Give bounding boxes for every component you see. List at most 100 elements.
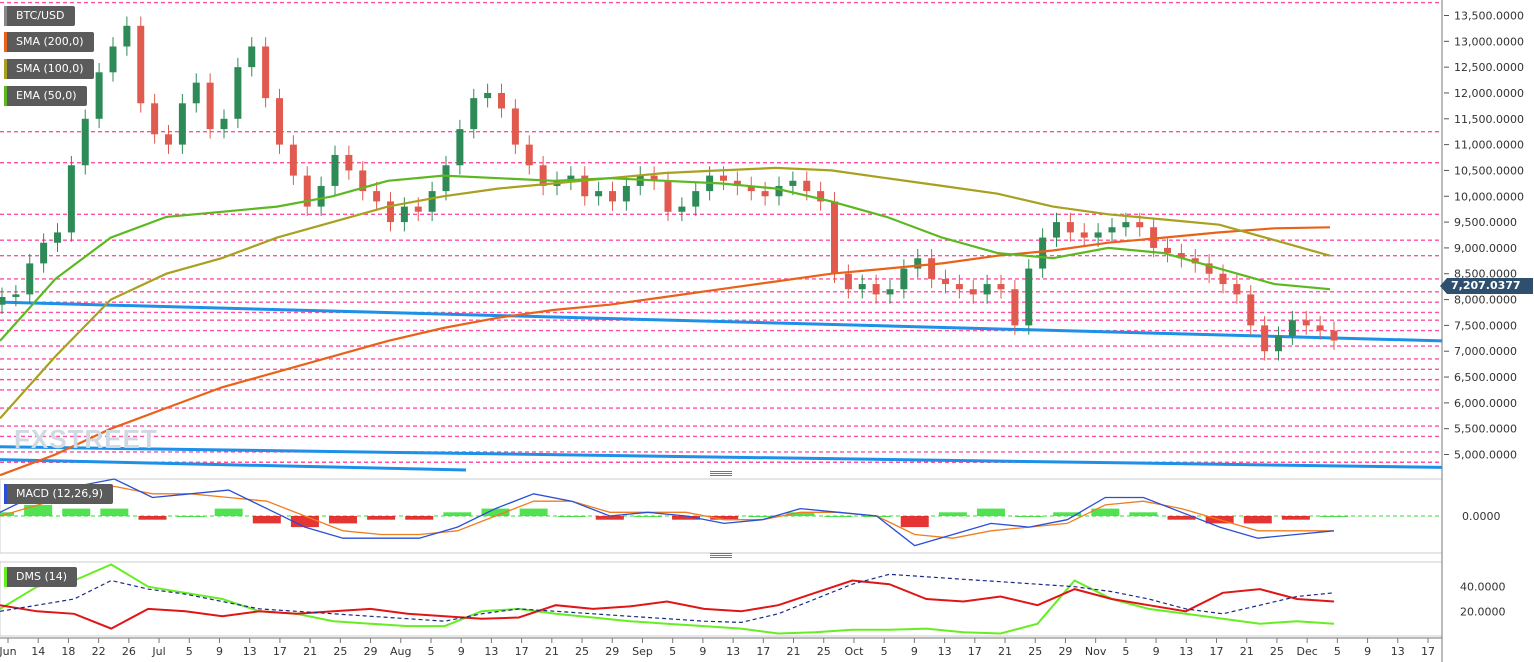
legend-dms[interactable]: DMS (14): [4, 567, 78, 587]
time-tick-label: Dec: [1297, 645, 1318, 658]
candle-body: [1011, 289, 1019, 326]
time-tick-label: 25: [333, 645, 347, 658]
legend-dms-label: DMS (14): [16, 570, 68, 583]
candle-body: [928, 258, 936, 279]
macd-histogram-bar: [710, 516, 739, 520]
macd-histogram-bar: [557, 516, 586, 517]
time-tick-label: 17: [968, 645, 982, 658]
macd-histogram-bar: [62, 508, 91, 516]
price-tick-label: 5,000.0000: [1454, 449, 1517, 462]
time-tick-label: 29: [605, 645, 619, 658]
legend-symbol[interactable]: BTC/USD: [4, 6, 75, 26]
pane-splitter-macd[interactable]: [710, 471, 732, 476]
candle-body: [664, 180, 672, 212]
candle-body: [470, 98, 478, 130]
candle-body: [747, 185, 755, 192]
price-tick-label: 7,000.0000: [1454, 345, 1517, 358]
legend-macd[interactable]: MACD (12,26,9): [4, 484, 114, 504]
pane-splitter-dms[interactable]: [710, 553, 732, 558]
time-tick-label: 13: [726, 645, 740, 658]
macd-histogram-bar: [1015, 516, 1044, 517]
macd-histogram-bar: [900, 516, 929, 528]
candle-body: [303, 175, 311, 207]
legend-sma200-label: SMA (200,0): [16, 35, 84, 48]
macd-histogram-bar: [1243, 516, 1272, 524]
sma200-swatch: [4, 32, 7, 52]
candle-body: [1233, 284, 1241, 295]
time-tick-label: 5: [1122, 645, 1129, 658]
time-tick-label: 9: [216, 645, 223, 658]
time-tick-label: 5: [186, 645, 193, 658]
candle-body: [609, 191, 616, 202]
price-tick-label: 6,500.0000: [1454, 371, 1517, 384]
macd-histogram-bar: [976, 508, 1005, 516]
time-tick-label: Aug: [390, 645, 411, 658]
time-tick-label: 21: [303, 645, 317, 658]
price-tick-label: 13,000.0000: [1454, 35, 1524, 48]
candle-body: [955, 284, 963, 290]
time-tick-label: Oct: [844, 645, 864, 658]
candle-body: [359, 170, 367, 192]
macd-histogram-bar: [176, 516, 205, 517]
candle-body: [456, 129, 464, 166]
time-tick-label: 13: [484, 645, 498, 658]
candle-body: [1053, 222, 1060, 238]
candle-body: [248, 46, 256, 68]
candle-body: [900, 268, 908, 290]
trendline-lower: [0, 445, 1443, 469]
price-tick-label: 6,000.0000: [1454, 397, 1517, 410]
price-tick-label: 12,000.0000: [1454, 87, 1524, 100]
candle-body: [498, 92, 505, 109]
macd-signal-line: [0, 485, 1334, 539]
candle-body: [373, 191, 381, 202]
candle-body: [858, 284, 866, 290]
time-tick-label: Jun: [0, 645, 17, 658]
candle-body: [525, 144, 533, 166]
time-tick-label: 13: [243, 645, 257, 658]
candle-body: [1205, 263, 1213, 274]
candle-body: [95, 72, 103, 119]
time-tick-label: 14: [31, 645, 45, 658]
macd-line: [0, 478, 1335, 547]
time-tick-label: 13: [1391, 645, 1405, 658]
macd-histogram-bar: [672, 516, 701, 520]
time-tick-label: 5: [1334, 645, 1341, 658]
dms-line-1: [0, 579, 1335, 630]
candle-body: [1219, 273, 1227, 285]
ema50-swatch: [4, 86, 7, 106]
candle-body: [817, 191, 825, 202]
candle-body: [1025, 268, 1033, 326]
price-tick-label: 13,500.0000: [1454, 9, 1524, 22]
price-tick-label: 7,500.0000: [1454, 319, 1517, 332]
macd-histogram-bar: [748, 516, 777, 517]
macd-histogram-bar: [786, 512, 815, 516]
price-tick-label: 10,000.0000: [1454, 190, 1524, 203]
macd-histogram-bar: [633, 516, 662, 517]
candle-body: [276, 98, 283, 145]
legend-sma100-label: SMA (100,0): [16, 62, 84, 75]
time-tick-label: 18: [61, 645, 75, 658]
time-tick-label: Nov: [1085, 645, 1107, 658]
candle-body: [331, 154, 339, 186]
dms-swatch: [4, 567, 7, 587]
price-tick-label: 11,500.0000: [1454, 113, 1524, 126]
time-tick-label: 26: [122, 645, 136, 658]
candle-body: [40, 242, 48, 264]
candle-body: [192, 82, 200, 104]
candle-body: [678, 206, 686, 212]
candle-body: [123, 25, 131, 47]
candle-body: [567, 175, 575, 181]
trendlines: [0, 300, 1443, 472]
price-tick-label: 9,000.0000: [1454, 242, 1517, 255]
legend-ema50[interactable]: EMA (50,0): [4, 86, 87, 106]
candle-body: [1094, 232, 1102, 238]
legend-sma100[interactable]: SMA (100,0): [4, 59, 94, 79]
candle-body: [636, 175, 644, 186]
candle-body: [400, 206, 408, 223]
legend-sma200[interactable]: SMA (200,0): [4, 32, 94, 52]
macd-histogram-bar: [290, 516, 319, 528]
macd-histogram-bar: [367, 516, 396, 520]
time-tick-label: Jul: [151, 645, 165, 658]
macd-histogram-bar: [100, 508, 129, 516]
